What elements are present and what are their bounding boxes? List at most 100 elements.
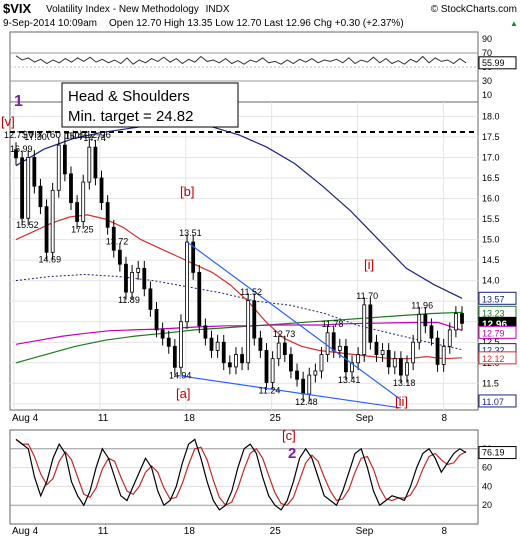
price-label: 11.78 — [322, 319, 344, 329]
neckline-label: 12.7 — [4, 130, 22, 140]
candle-body — [44, 206, 49, 253]
candle-body — [69, 173, 73, 204]
sma-mid-line — [15, 311, 463, 364]
stoch-d-line — [15, 438, 467, 506]
candle-body — [93, 146, 98, 179]
candle-body — [246, 300, 251, 364]
rsi-plot: 103050709055.99 — [10, 34, 517, 100]
candle-body — [411, 341, 416, 364]
stoch-tick-label: 40 — [482, 481, 492, 491]
candle-body — [350, 362, 354, 373]
price-plot: 11.011.512.012.513.013.514.014.515.015.5… — [10, 102, 517, 537]
sma-dotted-line — [15, 273, 463, 351]
price-tick-label: 12.5 — [482, 337, 500, 347]
candle-body — [423, 313, 428, 327]
price-tick-label: 17.0 — [482, 152, 500, 162]
price-label: 12.73 — [273, 329, 296, 339]
price-label: 14.94 — [169, 370, 192, 380]
candle-body — [20, 157, 25, 219]
candle-body — [56, 144, 61, 191]
candle-body — [172, 345, 177, 368]
candle-body — [215, 341, 220, 351]
price-tick-label: 14.0 — [482, 276, 500, 286]
candle-body — [264, 350, 269, 383]
price-tick-label: 16.5 — [482, 173, 500, 183]
price-tick-label: 14.5 — [482, 255, 500, 265]
candle-body — [209, 337, 214, 351]
candle-body — [276, 342, 281, 360]
rsi-line — [15, 55, 467, 65]
x-tick-label: Aug 4 — [12, 413, 39, 424]
watermark: © StockCharts.com — [431, 4, 517, 15]
candle-body — [325, 332, 330, 355]
candle-body — [154, 308, 159, 331]
price-label: 11.70 — [356, 291, 378, 301]
x-tick-label: 25 — [270, 413, 282, 424]
candle-body — [117, 249, 122, 265]
candle-body — [258, 337, 263, 351]
candle-body — [124, 263, 128, 293]
price-label: 11.52 — [240, 287, 262, 297]
price-label: 15.44 — [65, 131, 88, 141]
candle-body — [282, 342, 287, 355]
x-tick-label-bottom: 18 — [184, 526, 196, 537]
wedge-upper-line — [186, 241, 402, 401]
stoch-tick-label: 60 — [482, 463, 492, 473]
candle-body — [386, 350, 391, 368]
rsi-last-box — [478, 56, 517, 70]
candle-body — [38, 185, 43, 208]
candle-body — [441, 345, 446, 365]
price-label: 11.24 — [258, 385, 280, 395]
candle-body — [460, 313, 464, 324]
chart-name: Volatility Index - New Methodology INDX — [46, 4, 230, 15]
x-tick-label-bottom: 25 — [270, 526, 282, 537]
price-tick-label: 15.0 — [482, 235, 500, 245]
stochastic-plot: 2040608076.19 — [10, 438, 517, 511]
price-tick-label: 16.0 — [482, 194, 500, 204]
stoch-last-label: 76.19 — [482, 448, 505, 458]
candle-body — [75, 202, 79, 222]
candle-body — [111, 226, 116, 251]
candle-body — [429, 325, 434, 339]
candle-body — [185, 241, 189, 323]
candle-body — [270, 358, 275, 383]
wave-label-v: [v] — [1, 114, 15, 129]
wedge-lower-line — [174, 374, 401, 409]
candle-body — [362, 304, 367, 355]
main-legend: $VIX (60 min) 12.96 — [22, 130, 111, 141]
price-tick-label: 18.0 — [482, 111, 500, 121]
x-tick-label-bottom: 8 — [441, 526, 447, 537]
candle-body — [307, 374, 312, 395]
stoch-panel — [9, 429, 479, 525]
candle-body — [301, 378, 306, 395]
candle-body — [179, 321, 183, 368]
price-label: 11.96 — [411, 300, 433, 310]
x-tick-label: 8 — [441, 413, 447, 424]
x-tick-label: 11 — [98, 413, 109, 424]
right-value-label: 12.96 — [482, 319, 507, 330]
annotation-line-1: Head & Shoulders — [68, 88, 190, 105]
candle-body — [240, 354, 244, 364]
price-tick-label: 15.5 — [482, 214, 500, 224]
datetime: 9-Sep-2014 10:09am — [3, 18, 97, 29]
candle-body — [453, 313, 458, 331]
candle-body — [252, 300, 257, 339]
quote-line: Open 12.70 High 13.35 Low 12.70 Last 12.… — [109, 18, 404, 29]
candle-body — [136, 267, 141, 273]
wave-label-a: [a] — [176, 386, 190, 401]
right-value-box — [478, 291, 517, 305]
right-value-label: 12.32 — [482, 346, 505, 356]
candle-body — [227, 362, 232, 368]
candle-body — [319, 354, 324, 372]
rsi-tick-label: 10 — [482, 90, 492, 100]
candle-body — [331, 332, 336, 351]
candle-body — [81, 181, 86, 222]
candle-body — [356, 354, 361, 364]
x-tick-label-bottom: Sep — [356, 526, 374, 537]
price-label: 16.99 — [10, 144, 33, 154]
candle-body — [50, 189, 55, 253]
candle-body — [160, 329, 165, 339]
stoch-tick-label: 20 — [482, 500, 492, 510]
price-label: 14.69 — [39, 254, 62, 264]
